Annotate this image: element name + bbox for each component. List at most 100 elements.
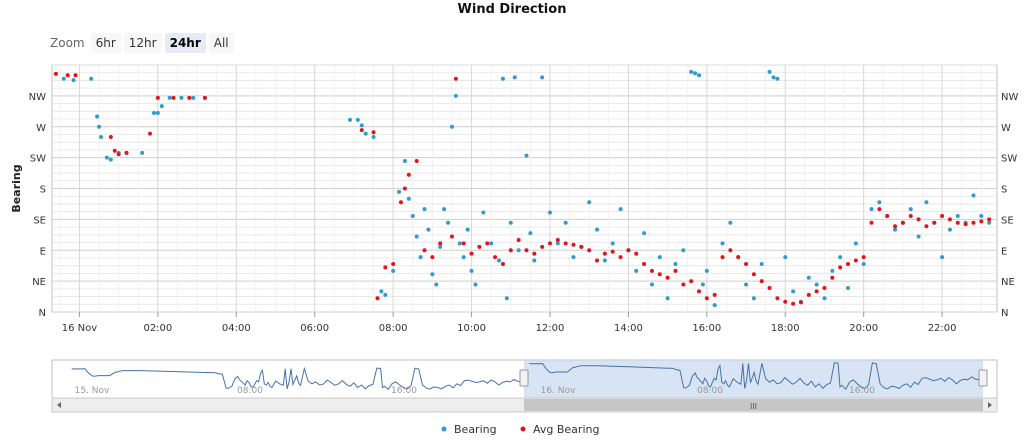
data-point	[414, 159, 419, 164]
data-point	[524, 248, 529, 253]
navigator-label: 15. Nov	[75, 386, 110, 396]
data-point	[547, 210, 552, 215]
data-point	[73, 73, 78, 78]
data-point	[449, 234, 454, 239]
data-point	[771, 75, 776, 80]
chart-title: Wind Direction	[458, 2, 567, 17]
data-point	[442, 207, 447, 212]
y-tick-label-right: NE	[1001, 277, 1015, 288]
zoom-all-button[interactable]: All	[208, 33, 234, 53]
data-point	[693, 71, 698, 76]
data-point	[191, 95, 196, 100]
x-tick-label: 06:00	[300, 323, 329, 334]
data-point	[438, 244, 443, 249]
y-tick-label-left: NW	[29, 92, 46, 103]
data-point	[838, 265, 843, 270]
y-tick-label-left: NE	[32, 277, 46, 288]
data-point	[418, 255, 423, 260]
data-point	[877, 200, 882, 205]
data-point	[383, 292, 388, 297]
data-point	[720, 255, 725, 260]
data-point	[473, 282, 478, 287]
data-point	[626, 248, 631, 253]
data-point	[516, 248, 521, 253]
data-point	[673, 268, 678, 273]
navigator-label: 08:00	[697, 386, 723, 396]
data-point	[555, 237, 560, 242]
data-point	[359, 128, 364, 133]
zoom-24hr-button[interactable]: 24hr	[164, 33, 206, 53]
navigator-handle[interactable]	[519, 369, 529, 387]
data-point	[681, 248, 686, 253]
data-point	[595, 258, 600, 263]
data-point	[187, 95, 192, 100]
data-point	[657, 272, 662, 277]
data-point	[673, 261, 678, 266]
data-point	[398, 200, 403, 205]
data-point	[610, 241, 615, 246]
scroll-right-arrow-icon[interactable]	[988, 402, 992, 408]
data-point	[861, 255, 866, 260]
data-point	[532, 258, 537, 263]
data-point	[159, 104, 164, 109]
zoom-6hr-button[interactable]: 6hr	[90, 33, 121, 53]
data-point	[759, 279, 764, 284]
data-point	[814, 282, 819, 287]
data-point	[532, 251, 537, 256]
navigator-selection	[524, 360, 983, 398]
data-point	[940, 213, 945, 218]
data-point	[618, 255, 623, 260]
data-point	[838, 255, 843, 260]
data-point	[140, 150, 145, 155]
data-point	[783, 255, 788, 260]
y-tick-label-right: N	[1001, 308, 1008, 319]
data-point	[916, 234, 921, 239]
scrollbar-grip: III	[750, 402, 757, 411]
data-point	[508, 248, 513, 253]
data-point	[397, 189, 402, 194]
data-point	[571, 242, 576, 247]
data-point	[642, 231, 647, 236]
data-point	[689, 69, 694, 74]
data-point	[822, 285, 827, 290]
data-point	[414, 234, 419, 239]
data-point	[422, 207, 427, 212]
data-point	[830, 268, 835, 273]
data-point	[634, 251, 639, 256]
scrollbar-thumb[interactable]	[524, 399, 983, 411]
scroll-left-arrow-icon[interactable]	[57, 402, 61, 408]
navigator-handle[interactable]	[978, 369, 988, 387]
data-point	[885, 213, 890, 218]
legend-item-bearing: Bearing	[454, 423, 497, 436]
data-point	[767, 285, 772, 290]
legend-item-avg-bearing: Avg Bearing	[533, 423, 599, 436]
data-point	[861, 261, 866, 266]
data-point	[371, 130, 376, 135]
zoom-12hr-button[interactable]: 12hr	[123, 33, 162, 53]
data-point	[665, 296, 670, 301]
data-point	[853, 258, 858, 263]
legend-marker-bearing	[441, 426, 447, 432]
navigator-line	[529, 362, 980, 391]
data-point	[555, 241, 560, 246]
y-tick-label-left: SW	[30, 154, 46, 165]
data-point	[151, 111, 156, 116]
data-point	[602, 251, 607, 256]
y-tick-label-right: E	[1001, 246, 1007, 257]
data-point	[402, 186, 407, 191]
data-point	[461, 255, 466, 260]
navigator-label: 16:00	[849, 386, 875, 396]
data-point	[853, 241, 858, 246]
data-point	[728, 220, 733, 225]
data-point	[108, 135, 113, 140]
data-point	[720, 241, 725, 246]
navigator-label: 16. Nov	[541, 386, 576, 396]
data-point	[775, 296, 780, 301]
data-point	[595, 227, 600, 232]
data-point	[449, 124, 454, 129]
y-tick-label-left: SE	[33, 215, 46, 226]
data-point	[500, 76, 505, 81]
data-point	[979, 213, 984, 218]
data-point	[148, 131, 153, 136]
